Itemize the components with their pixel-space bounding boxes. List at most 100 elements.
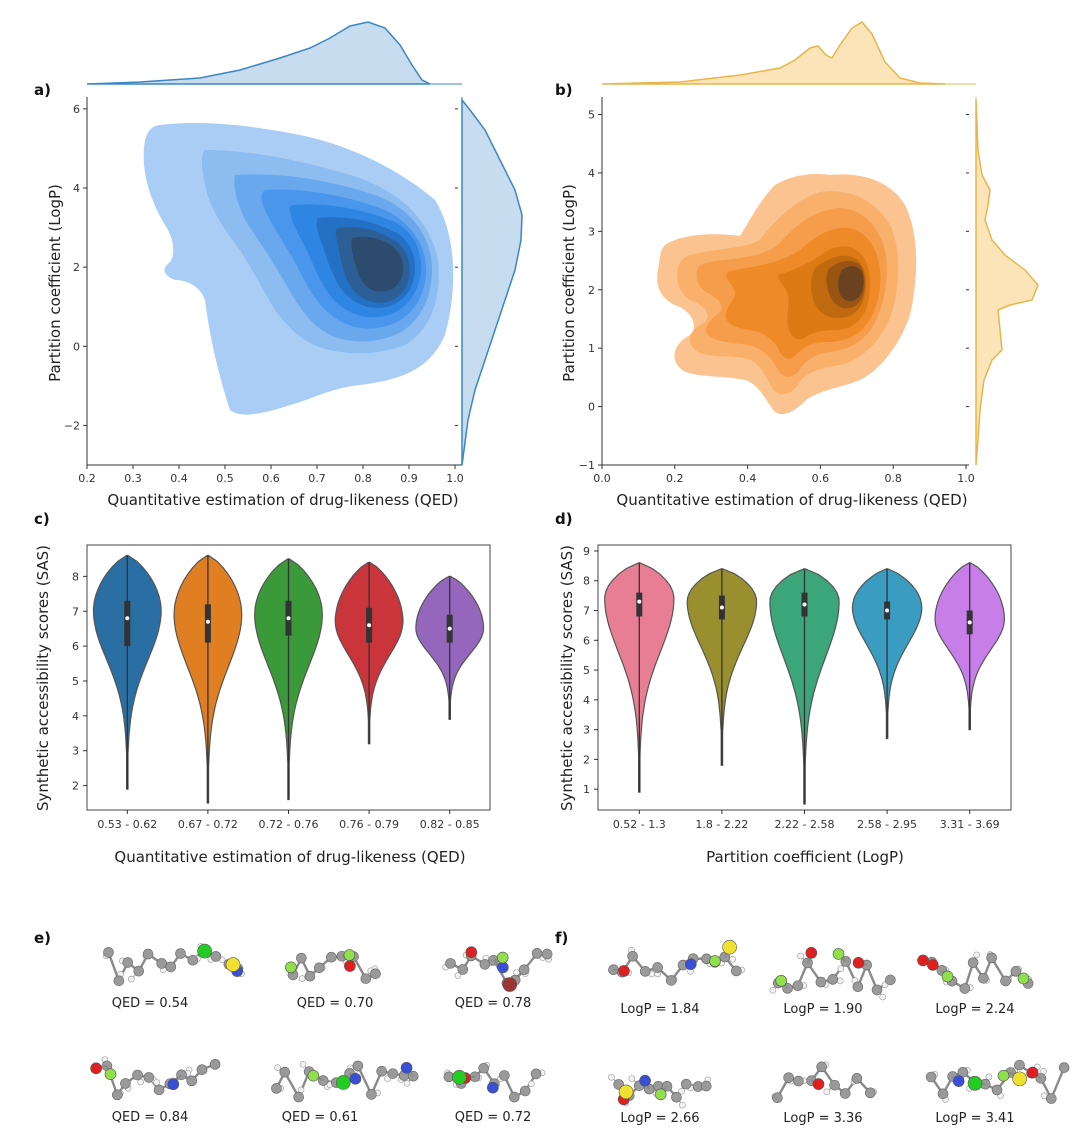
n-atom [487, 1081, 499, 1094]
f-atom [775, 974, 788, 987]
carbon-atom [541, 948, 553, 960]
o-atom [812, 1078, 825, 1090]
carbon-atom [991, 1084, 1003, 1096]
hydrogen-atom [985, 1073, 993, 1081]
y-tick-label: 0 [73, 340, 80, 353]
violin-median [125, 616, 130, 621]
panel-b-y-label: Partition coefficient (LogP) [560, 184, 578, 382]
cl-atom [967, 1076, 983, 1091]
carbon-atom [1058, 1062, 1070, 1073]
panel-b-y-ticks: −1 0 1 2 3 4 5 [579, 109, 969, 472]
carbon-atom [852, 981, 864, 993]
hydrogen-atom [153, 1079, 160, 1086]
carbon-atom [113, 975, 125, 987]
x-tick-label: 0.2 [78, 472, 96, 485]
carbon-atom [865, 1087, 876, 1099]
x-tick-label: 0.4 [739, 472, 757, 485]
carbon-atom [326, 951, 337, 963]
f-atom [832, 948, 845, 960]
x-tick-label: 2.22 - 2.58 [775, 818, 835, 831]
y-tick-label: 0 [588, 401, 595, 414]
f-atom [285, 961, 297, 974]
hydrogen-atom [837, 965, 845, 973]
x-tick-label: 0.2 [666, 472, 684, 485]
molecule-caption: QED = 0.70 [297, 996, 374, 1011]
panel-c-x-ticks: 0.53 - 0.62 0.67 - 0.72 0.72 - 0.76 0.76 - … [97, 810, 480, 831]
cl-atom [452, 1070, 467, 1085]
y-tick-label: 2 [72, 780, 79, 793]
molecule-caption: LogP = 2.24 [935, 1002, 1014, 1017]
o-atom [1026, 1066, 1039, 1079]
molecule-caption: QED = 0.84 [112, 1110, 189, 1125]
carbon-atom [142, 948, 154, 960]
violin-median [286, 616, 291, 621]
carbon-atom [143, 1072, 155, 1083]
carbon-atom [132, 1069, 143, 1081]
panel-a-density-contours [143, 123, 454, 415]
molecule-caption: QED = 0.78 [455, 996, 532, 1011]
x-tick-label: 0.52 - 1.3 [613, 818, 666, 831]
carbon-atom [165, 961, 177, 973]
molecule-caption: LogP = 1.90 [783, 1002, 862, 1017]
carbon-atom [700, 1080, 712, 1092]
panel-c-violins [92, 554, 485, 804]
hydrogen-atom [528, 1080, 535, 1088]
hydrogen-atom [769, 986, 777, 994]
panel-a-y-ticks: −2 0 2 4 6 [64, 103, 458, 432]
carbon-atom [186, 1075, 198, 1087]
carbon-atom [925, 1071, 937, 1083]
n-atom [952, 1075, 965, 1087]
carbon-atom [360, 973, 372, 984]
x-tick-label: 0.5 [216, 472, 234, 485]
panel-a-label: a) [34, 81, 51, 99]
hydrogen-atom [823, 1088, 831, 1096]
carbon-atom [175, 948, 186, 959]
f-atom [709, 955, 721, 967]
carbon-atom [120, 1078, 131, 1089]
carbon-atom [772, 1092, 783, 1104]
x-tick-label: 0.76 - 0.79 [339, 818, 399, 831]
hydrogen-atom [299, 1061, 307, 1068]
f-atom [343, 949, 356, 961]
carbon-atom [499, 1070, 510, 1081]
bond [1050, 1067, 1066, 1100]
carbon-atom [793, 1075, 804, 1087]
y-tick-label: 4 [72, 710, 79, 723]
molecule-caption: QED = 0.54 [112, 996, 189, 1011]
panel-f-label: f) [555, 929, 568, 947]
carbon-atom [366, 1089, 377, 1100]
carbon-atom [133, 965, 145, 977]
hydrogen-atom [729, 955, 736, 963]
hydrogen-atom [879, 993, 886, 1001]
violin-iqr-box [124, 600, 131, 647]
molecule-e-3: QED = 0.78 [442, 946, 553, 1011]
carbon-atom [792, 980, 804, 992]
carbon-atom [839, 1088, 851, 1099]
carbon-atom [156, 958, 168, 969]
hydrogen-atom [797, 952, 804, 960]
x-tick-label: 0.7 [308, 472, 326, 485]
y-tick-label: 3 [588, 225, 595, 238]
f-atom [307, 1069, 320, 1082]
molecule-f-6: LogP = 3.41 [925, 1059, 1070, 1126]
carbon-atom [518, 964, 530, 976]
x-tick-label: 0.4 [170, 472, 188, 485]
molecule-f-5: LogP = 3.36 [771, 1061, 878, 1126]
carbon-atom [783, 1072, 794, 1083]
carbon-atom [1010, 966, 1022, 977]
br-atom [502, 977, 518, 992]
y-tick-label: 8 [583, 575, 590, 588]
carbon-atom [479, 959, 491, 970]
s-atom [225, 957, 241, 972]
contour-a-8 [351, 236, 404, 292]
panel-c-violin-plot: 2 3 4 5 6 7 8 0.53 - 0.62 0.67 - 0.72 0.72 - 0.7… [34, 544, 491, 866]
o-atom [344, 960, 356, 972]
hydrogen-atom [678, 1087, 685, 1095]
molecule-f-4: LogP = 2.66 [608, 1073, 712, 1126]
panel-d-y-label: Synthetic accessibility scores (SAS) [558, 545, 576, 811]
carbon-atom [815, 976, 827, 988]
panel-c-y-ticks: 2 3 4 5 6 7 8 [72, 570, 87, 793]
x-tick-label: 3.31 - 3.69 [940, 818, 1000, 831]
hydrogen-atom [454, 972, 462, 979]
carbon-atom [445, 958, 456, 969]
